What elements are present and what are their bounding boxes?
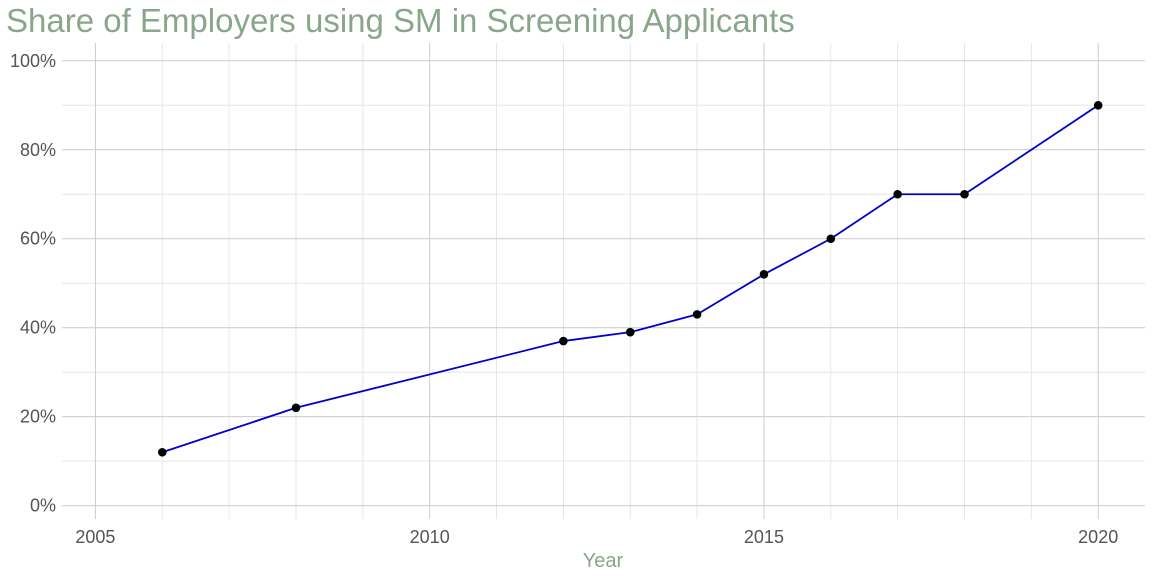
x-tick-label: 2020	[1078, 527, 1118, 547]
data-points	[157, 100, 1103, 457]
data-point	[893, 189, 902, 199]
data-point	[157, 447, 167, 457]
data-point	[559, 336, 568, 346]
x-tick-label: 2015	[744, 527, 784, 547]
series-line	[161, 104, 1099, 454]
x-tick-label: 2005	[75, 527, 115, 547]
y-tick-label: 100%	[10, 51, 56, 71]
y-tick-label: 60%	[20, 229, 56, 249]
y-tick-label: 20%	[20, 407, 56, 427]
grid	[62, 43, 1145, 519]
data-point	[826, 234, 836, 244]
data-point	[1093, 100, 1103, 110]
series-line-layer	[161, 104, 1099, 454]
chart-title: Share of Employers using SM in Screening…	[6, 2, 795, 39]
data-point	[759, 270, 769, 279]
tick-labels: 2005 2010 2015 2020 0% 20% 40% 60% 80% 100%	[10, 51, 1118, 547]
data-point	[625, 327, 635, 337]
y-tick-label: 0%	[30, 496, 56, 516]
y-tick-label: 80%	[20, 140, 56, 160]
data-point	[960, 189, 969, 199]
x-tick-label: 2010	[410, 527, 450, 547]
data-point	[692, 310, 702, 319]
x-axis-title: Year	[583, 550, 624, 572]
y-tick-label: 40%	[20, 318, 56, 338]
data-point	[291, 403, 301, 413]
